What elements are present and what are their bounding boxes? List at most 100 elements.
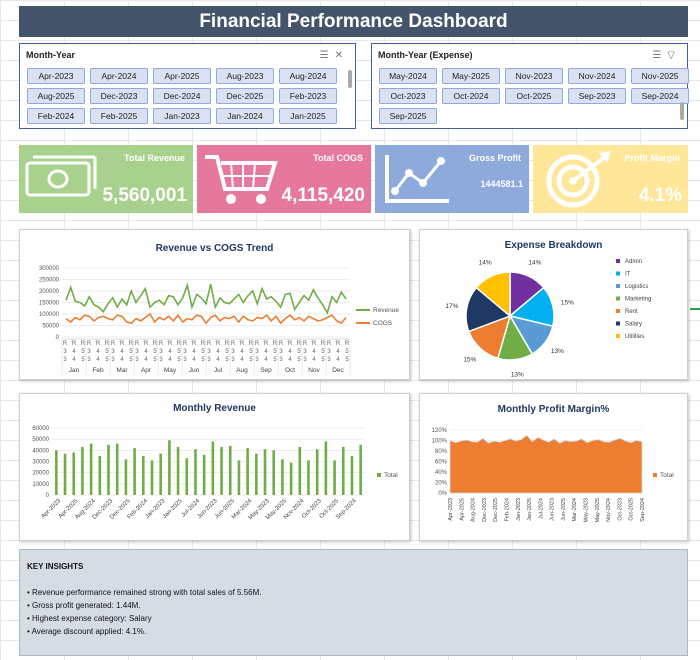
- year-tick: 4: [264, 357, 268, 363]
- slicer-chip[interactable]: Feb-2025: [90, 108, 148, 124]
- year-tick: 5: [153, 357, 157, 363]
- year-tick: R: [255, 341, 260, 347]
- year-tick: R: [72, 341, 77, 347]
- profit-margin-chart: 120% 100% 80% 60% 40% 20% 0%Apr-2023 Apr-2025 Au…: [432, 428, 675, 522]
- year-tick: 5: [201, 349, 205, 355]
- month-year-slicer[interactable]: Month-Year ☰✕ Apr-2023 Apr-2024 Apr-2025 Au…: [19, 43, 356, 129]
- slicer-chip[interactable]: Nov-2023: [505, 68, 563, 84]
- slicer-chip[interactable]: Feb-2023: [279, 88, 337, 104]
- bar: [246, 448, 249, 495]
- connector-line: [690, 308, 700, 310]
- bar: [81, 446, 84, 495]
- month-year-expense-slicer[interactable]: Month-Year (Expense) ☰▽ May-2024 May-2025…: [371, 43, 689, 129]
- tick-label: 40000: [32, 448, 49, 454]
- slicer-chip[interactable]: Apr-2025: [153, 68, 211, 84]
- slicer-chip[interactable]: Feb-2024: [27, 108, 85, 124]
- slicer-chip[interactable]: Nov-2025: [631, 68, 689, 84]
- slicer-scrollbar[interactable]: [348, 70, 352, 88]
- slicer-chip[interactable]: Jan-2025: [279, 108, 337, 124]
- year-tick: 4: [96, 349, 100, 355]
- x-tick-label: Mar-2024: [572, 498, 578, 522]
- bar: [107, 444, 110, 495]
- slicer-scrollbar[interactable]: [680, 102, 684, 120]
- insights-list: • Revenue performance remained strong wi…: [27, 586, 261, 638]
- year-tick: 4: [312, 357, 316, 363]
- multi-select-icon[interactable]: ☰: [652, 49, 668, 61]
- x-tick-label: Oct-2023: [617, 498, 623, 521]
- year-tick: 4: [168, 357, 172, 363]
- x-tick-label: May-2025: [595, 498, 601, 522]
- slicer-chip[interactable]: Apr-2023: [27, 68, 85, 84]
- x-tick-label: Jul-2024: [538, 498, 544, 519]
- slice-label: 17%: [445, 303, 458, 310]
- x-tick-label: Oct-2025: [629, 498, 635, 521]
- year-tick: R: [120, 341, 125, 347]
- tick-label: 150000: [39, 301, 60, 307]
- slicer-chip[interactable]: Dec-2024: [153, 88, 211, 104]
- x-tick-label: Dec-2023: [482, 498, 488, 522]
- slicer-chip[interactable]: Aug-2023: [216, 68, 274, 84]
- year-tick: 3: [303, 349, 307, 355]
- slicer-chip[interactable]: Oct-2023: [379, 88, 437, 104]
- multi-select-icon[interactable]: ☰: [319, 49, 335, 61]
- year-tick: 5: [105, 349, 109, 355]
- slicer-chip[interactable]: Sep-2023: [568, 88, 626, 104]
- year-tick: 4: [312, 349, 316, 355]
- insight-item: • Gross profit generated: 1.44M.: [27, 601, 141, 610]
- slicer-chip[interactable]: Aug-2025: [27, 88, 85, 104]
- legend-label: Total: [384, 472, 398, 479]
- slicer-chip[interactable]: Jan-2023: [153, 108, 211, 124]
- year-tick: 5: [249, 349, 253, 355]
- filter-icon[interactable]: ▽: [667, 49, 681, 61]
- clear-filter-icon[interactable]: ✕: [334, 49, 349, 61]
- year-tick: R: [129, 341, 134, 347]
- year-tick: R: [63, 341, 68, 347]
- insight-item: • Revenue performance remained strong wi…: [27, 588, 262, 597]
- year-tick: R: [312, 341, 317, 347]
- bar: [228, 445, 232, 495]
- slicer-chip[interactable]: May-2024: [379, 68, 437, 84]
- year-tick: R: [135, 341, 140, 347]
- total-cogs-card: Total COGS 4,115,420: [197, 145, 371, 213]
- expense-breakdown-panel[interactable]: Expense Breakdown 14% 15% 13% 13% 15% 17% 14% A…: [419, 229, 688, 380]
- slicer-chip[interactable]: Dec-2025: [216, 88, 274, 104]
- month-label: Oct: [285, 367, 295, 374]
- slicer-chip[interactable]: Oct-2024: [442, 88, 500, 104]
- tick-label: 120%: [432, 428, 448, 434]
- profit-margin-panel[interactable]: Monthly Profit Margin% 120% 100% 80% 60% 40%…: [419, 393, 688, 541]
- slicer-chip[interactable]: Apr-2024: [90, 68, 148, 84]
- gross-profit-card: Gross Profit 1444581.1: [375, 145, 529, 213]
- year-tick: 4: [264, 349, 268, 355]
- slicer-chip[interactable]: Sep-2024: [631, 88, 689, 104]
- slicer-chip[interactable]: Aug-2024: [279, 68, 337, 84]
- kpi-value: 4.1%: [638, 185, 682, 206]
- insight-item: • Average discount applied: 4.1%.: [27, 627, 147, 636]
- year-tick: 4: [96, 357, 100, 363]
- year-tick: R: [183, 341, 188, 347]
- slicer-chip[interactable]: Dec-2023: [90, 88, 148, 104]
- target-icon: [546, 151, 611, 208]
- bar: [133, 448, 136, 495]
- slicer-chip[interactable]: Oct-2025: [505, 88, 563, 104]
- revenue-cogs-chart-panel[interactable]: Revenue vs COGS Trend 300000 250000 200000…: [19, 229, 410, 380]
- x-tick-label: Jun-2025: [561, 498, 567, 521]
- year-tick: R: [273, 341, 278, 347]
- year-tick: 3: [231, 357, 235, 363]
- bar: [63, 453, 67, 495]
- slicer-items: Apr-2023 Apr-2024 Apr-2025 Aug-2023 Aug-2024…: [20, 66, 355, 124]
- year-tick: 4: [288, 349, 292, 355]
- slicer-chip[interactable]: Nov-2024: [568, 68, 626, 84]
- monthly-revenue-panel[interactable]: Monthly Revenue 60000 50000 40000 30000 2000…: [19, 393, 410, 541]
- slice-label: 15%: [561, 299, 574, 306]
- slicer-chip[interactable]: Sep-2025: [379, 108, 437, 124]
- year-tick: 4: [120, 357, 124, 363]
- slicer-chip[interactable]: Jan-2024: [216, 108, 274, 124]
- pie-slice-salary: [465, 286, 512, 333]
- kpi-label: Profit Margin: [624, 153, 681, 163]
- year-tick: 3: [279, 349, 283, 355]
- year-tick: 3: [87, 349, 91, 355]
- x-tick-label: Aug-2024: [471, 498, 477, 522]
- slicer-chip[interactable]: May-2025: [442, 68, 500, 84]
- year-tick: R: [288, 341, 293, 347]
- x-tick-label: Sep-2024: [640, 498, 646, 522]
